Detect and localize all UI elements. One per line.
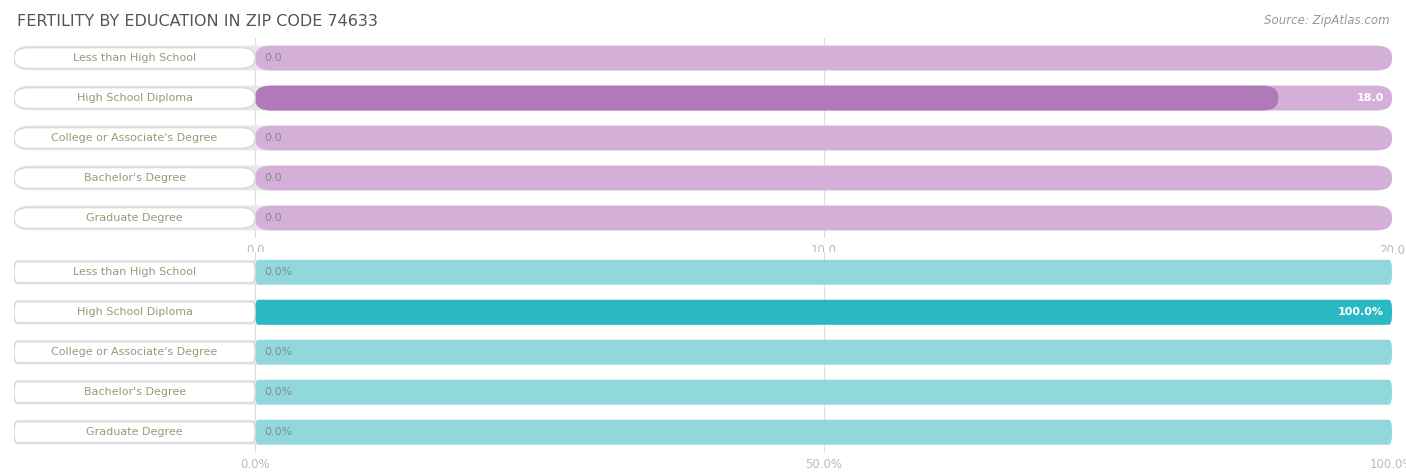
Text: 0.0%: 0.0% [264, 427, 292, 437]
Text: Bachelor's Degree: Bachelor's Degree [83, 387, 186, 397]
Text: College or Associate's Degree: College or Associate's Degree [52, 133, 218, 143]
Text: 0.0%: 0.0% [264, 267, 292, 278]
FancyBboxPatch shape [14, 342, 256, 363]
Text: 0.0%: 0.0% [264, 347, 292, 357]
FancyBboxPatch shape [14, 262, 256, 283]
FancyBboxPatch shape [256, 260, 1392, 285]
FancyBboxPatch shape [14, 260, 1392, 285]
Text: 0.0: 0.0 [264, 133, 283, 143]
Text: 0.0%: 0.0% [264, 387, 292, 397]
FancyBboxPatch shape [14, 422, 256, 443]
FancyBboxPatch shape [256, 380, 1392, 405]
Text: Graduate Degree: Graduate Degree [86, 427, 183, 437]
FancyBboxPatch shape [256, 300, 1392, 325]
Text: 0.0: 0.0 [264, 173, 283, 183]
FancyBboxPatch shape [256, 46, 1392, 70]
FancyBboxPatch shape [256, 340, 1392, 365]
FancyBboxPatch shape [14, 382, 256, 403]
Text: 0.0: 0.0 [264, 213, 283, 223]
Text: FERTILITY BY EDUCATION IN ZIP CODE 74633: FERTILITY BY EDUCATION IN ZIP CODE 74633 [17, 14, 378, 30]
Text: 18.0: 18.0 [1357, 93, 1384, 103]
FancyBboxPatch shape [14, 302, 256, 323]
FancyBboxPatch shape [256, 420, 1392, 445]
FancyBboxPatch shape [256, 206, 1392, 230]
Text: High School Diploma: High School Diploma [76, 93, 193, 103]
FancyBboxPatch shape [256, 126, 1392, 150]
FancyBboxPatch shape [14, 420, 1392, 445]
FancyBboxPatch shape [14, 300, 1392, 325]
Text: Bachelor's Degree: Bachelor's Degree [83, 173, 186, 183]
Text: 0.0: 0.0 [264, 53, 283, 63]
FancyBboxPatch shape [14, 48, 256, 69]
FancyBboxPatch shape [14, 86, 1392, 110]
FancyBboxPatch shape [14, 208, 256, 228]
Text: College or Associate's Degree: College or Associate's Degree [52, 347, 218, 357]
Text: High School Diploma: High School Diploma [76, 307, 193, 317]
FancyBboxPatch shape [14, 166, 1392, 190]
FancyBboxPatch shape [14, 46, 1392, 70]
FancyBboxPatch shape [14, 340, 1392, 365]
Text: Graduate Degree: Graduate Degree [86, 213, 183, 223]
FancyBboxPatch shape [256, 300, 1392, 325]
Text: Source: ZipAtlas.com: Source: ZipAtlas.com [1264, 14, 1389, 27]
Text: Less than High School: Less than High School [73, 53, 197, 63]
FancyBboxPatch shape [256, 86, 1278, 110]
Text: Less than High School: Less than High School [73, 267, 197, 278]
FancyBboxPatch shape [14, 88, 256, 109]
Text: 100.0%: 100.0% [1339, 307, 1384, 317]
FancyBboxPatch shape [256, 166, 1392, 190]
FancyBboxPatch shape [14, 206, 1392, 230]
FancyBboxPatch shape [14, 168, 256, 188]
FancyBboxPatch shape [14, 128, 256, 149]
FancyBboxPatch shape [14, 126, 1392, 150]
FancyBboxPatch shape [14, 380, 1392, 405]
FancyBboxPatch shape [256, 86, 1392, 110]
